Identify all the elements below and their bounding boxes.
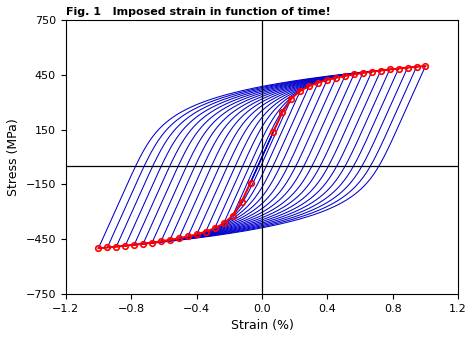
X-axis label: Strain (%): Strain (%) xyxy=(230,319,293,332)
Text: Fig. 1   Imposed strain in function of time!: Fig. 1 Imposed strain in function of tim… xyxy=(66,7,330,17)
Y-axis label: Stress (MPa): Stress (MPa) xyxy=(7,118,20,196)
